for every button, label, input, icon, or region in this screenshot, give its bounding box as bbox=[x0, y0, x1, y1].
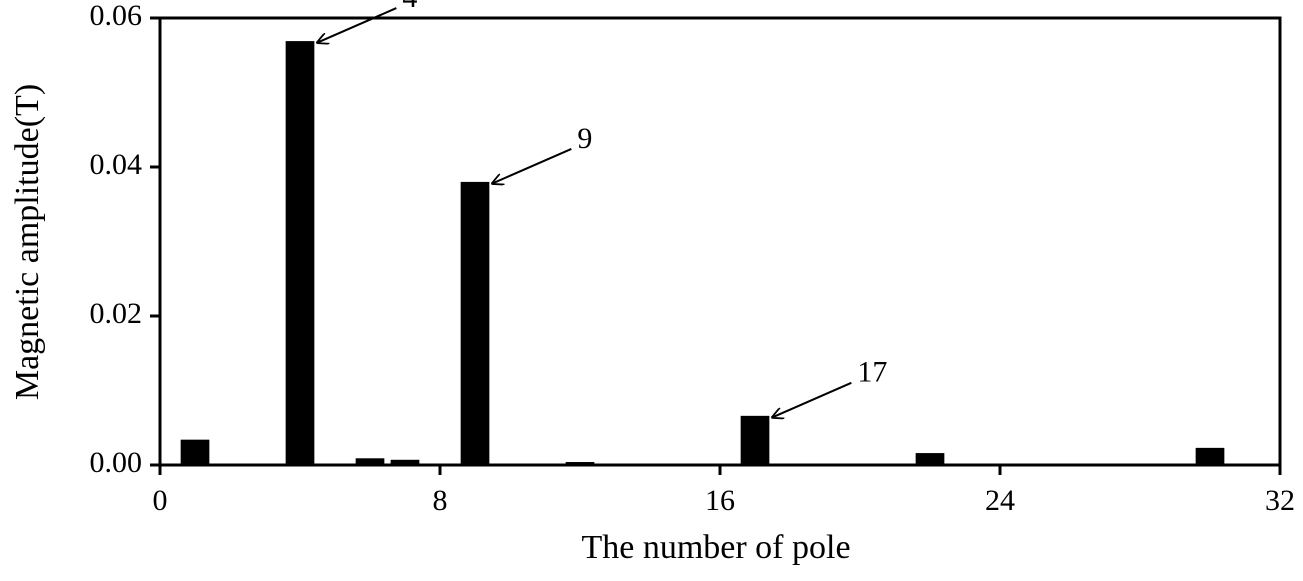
y-tick-label: 0.00 bbox=[90, 446, 143, 479]
annotation-text: 9 bbox=[577, 122, 592, 155]
bar bbox=[180, 439, 210, 465]
x-tick-label: 24 bbox=[985, 484, 1015, 517]
bar bbox=[215, 463, 245, 465]
bar bbox=[285, 41, 315, 465]
annotation-arrow bbox=[771, 381, 852, 418]
annotation-arrow bbox=[491, 147, 572, 184]
x-tick-label: 32 bbox=[1265, 484, 1295, 517]
x-tick-label: 0 bbox=[153, 484, 168, 517]
y-tick-label: 0.04 bbox=[90, 148, 143, 181]
bar bbox=[740, 415, 770, 465]
bar bbox=[1195, 447, 1225, 465]
y-tick-label: 0.06 bbox=[90, 0, 143, 32]
x-tick-label: 8 bbox=[433, 484, 448, 517]
x-tick-label: 16 bbox=[705, 484, 735, 517]
bar bbox=[390, 459, 420, 465]
annotation-text: 17 bbox=[857, 356, 887, 389]
bar bbox=[565, 462, 595, 465]
bar bbox=[915, 453, 945, 465]
bar bbox=[460, 181, 490, 465]
bar bbox=[355, 458, 385, 465]
annotation-text: 4 bbox=[402, 0, 417, 14]
plot-frame bbox=[158, 16, 1282, 467]
x-axis-label: The number of pole bbox=[581, 529, 850, 566]
y-axis-label: Magnetic amplitude(T) bbox=[9, 84, 46, 400]
y-tick-label: 0.02 bbox=[90, 297, 143, 330]
annotation-arrow bbox=[316, 7, 397, 43]
